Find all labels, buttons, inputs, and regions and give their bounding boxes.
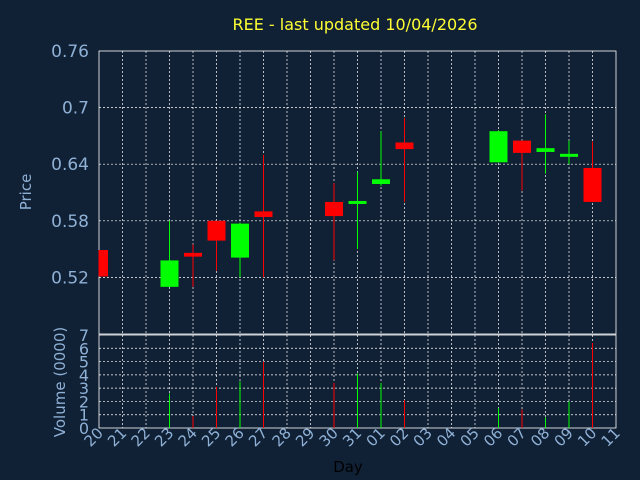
candle-body <box>583 167 602 202</box>
x-axis: 2021222324252627282930310102030405060708… <box>81 424 624 450</box>
candle-body <box>560 153 578 157</box>
candle-body <box>184 252 202 257</box>
x-axis-label: Day <box>333 458 363 476</box>
volume-tick-label: 4 <box>79 366 89 385</box>
candle-body <box>372 179 390 185</box>
volume-tick-label: 3 <box>79 379 89 398</box>
volume-tick-label: 7 <box>79 326 89 345</box>
volume-tick-label: 2 <box>79 392 89 411</box>
candle-body <box>160 260 179 287</box>
price-tick-label: 0.7 <box>62 99 89 119</box>
volume-tick-label: 5 <box>79 353 89 372</box>
candle-body <box>348 200 367 204</box>
volume-tick-label: 6 <box>79 339 89 358</box>
candle-body <box>254 211 273 218</box>
price-panel: 0.76 0.7 0.64 0.58 0.52 <box>51 42 617 335</box>
volume-tick-label: 1 <box>79 406 89 425</box>
candle-body <box>207 220 226 241</box>
candle-body <box>513 140 531 153</box>
price-tick-label: 0.52 <box>51 268 89 288</box>
price-tick-label: 0.58 <box>51 212 89 232</box>
price-axis-label: Price <box>17 174 35 211</box>
chart-title: REE - last updated 10/04/2026 <box>232 15 477 34</box>
candle-body <box>489 131 508 163</box>
price-tick-label: 0.64 <box>51 155 89 175</box>
candle-body <box>231 223 249 258</box>
volume-tick-label: 0 <box>79 419 89 438</box>
price-tick-label: 0.76 <box>51 42 89 62</box>
candle-body <box>325 201 343 217</box>
candle-body <box>395 142 414 150</box>
volume-axis-label: Volume (0000) <box>51 327 69 437</box>
candle-body <box>536 148 555 152</box>
candle-body <box>99 250 108 277</box>
